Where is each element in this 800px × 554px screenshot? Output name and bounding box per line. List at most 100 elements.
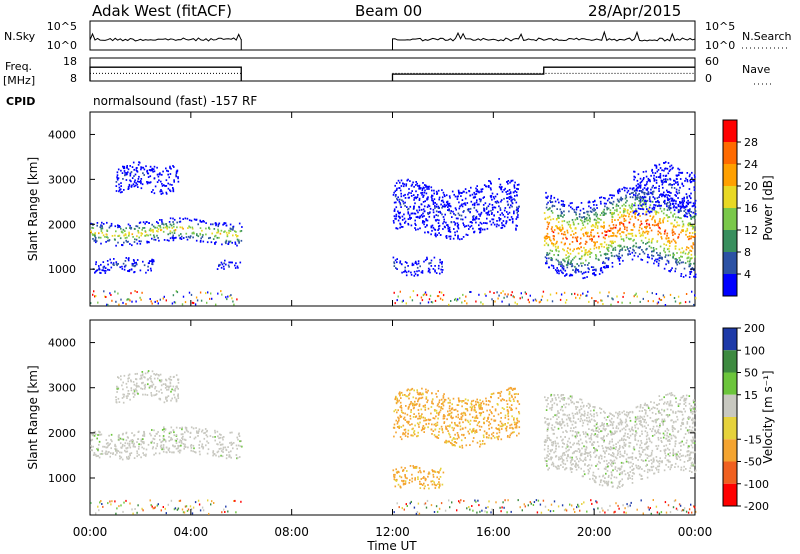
scatter-point [515,227,517,230]
scatter-point [612,224,615,226]
scatter-point [123,374,126,377]
scatter-point [677,167,679,170]
scatter-point [650,407,653,410]
scatter-point [656,252,658,254]
scatter-point [628,412,630,414]
scatter-point [489,195,492,197]
scatter-point [512,220,514,223]
scatter-point [424,426,426,429]
scatter-point [433,423,436,426]
scatter-point [567,252,570,254]
scatter-point [609,227,612,230]
scatter-point [421,270,424,272]
scatter-point [155,447,157,450]
scatter-point [497,392,499,394]
scatter-point [404,435,407,437]
scatter-point [472,399,475,402]
scatter-point [129,174,132,177]
speckle-point [118,303,120,306]
scatter-point [675,202,677,205]
scatter-point [621,247,624,250]
scatter-point [552,244,555,247]
scatter-point [202,240,205,243]
scatter-point [414,222,416,225]
scatter-point [658,185,660,188]
scatter-point [596,221,599,224]
scatter-point [457,237,459,240]
scatter-point [475,201,478,204]
scatter-point [142,434,144,437]
scatter-point [162,226,165,229]
scatter-point [401,479,403,482]
scatter-point [454,223,456,226]
scatter-point [476,190,479,193]
scatter-point [605,202,607,205]
scatter-point [163,184,165,186]
scatter-point [97,447,99,450]
scatter-point [675,191,678,193]
scatter-point [659,222,662,224]
scatter-point [483,222,485,224]
scatter-point [643,201,646,204]
scatter-point [572,221,575,224]
scatter-point [457,404,460,406]
scatter-point [403,271,405,273]
speckle-point [656,302,659,305]
scatter-point [501,222,503,224]
scatter-point [417,262,420,265]
speckle-point [508,303,510,306]
speckle-point [478,293,480,296]
scatter-point [98,268,101,271]
scatter-point [415,465,418,468]
scatter-point [686,215,689,218]
scatter-point [140,182,142,185]
scatter-point [234,230,236,233]
scatter-point [469,423,471,426]
scatter-point [90,449,92,451]
scatter-point [424,479,427,482]
scatter-point [458,207,461,210]
scatter-point [481,228,484,231]
scatter-point [693,180,696,182]
scatter-point [180,233,182,235]
scatter-point [672,451,675,454]
scatter-point [236,456,239,459]
scatter-point [456,437,458,440]
scatter-point [479,414,482,417]
scatter-point [612,232,615,235]
scatter-point [663,162,666,164]
speckle-point [465,295,467,298]
scatter-point [509,219,511,221]
station-title: Adak West (fitACF) [92,2,232,20]
scatter-point [126,436,129,438]
speckle-point [658,297,661,300]
scatter-point [162,446,165,448]
scatter-point [106,221,108,224]
scatter-point [544,240,546,242]
scatter-point [431,433,433,435]
scatter-point [500,412,502,414]
scatter-point [174,387,177,390]
scatter-point [584,251,587,254]
scatter-point [128,455,130,458]
scatter-point [621,249,623,251]
scatter-point [463,412,465,415]
scatter-point [128,187,130,190]
scatter-point [619,221,621,224]
scatter-point [142,172,144,175]
scatter-point [149,169,152,172]
scatter-point [680,205,682,208]
scatter-point [169,167,171,169]
scatter-point [141,183,144,186]
scatter-point [442,415,445,418]
scatter-point [449,424,451,427]
scatter-point [118,186,121,189]
scatter-point [600,245,603,248]
scatter-point [435,484,438,487]
scatter-point [686,422,689,425]
scatter-point [115,185,118,187]
scatter-point [450,408,453,411]
scatter-point [690,245,693,248]
scatter-point [433,228,436,231]
scatter-point [506,403,509,405]
